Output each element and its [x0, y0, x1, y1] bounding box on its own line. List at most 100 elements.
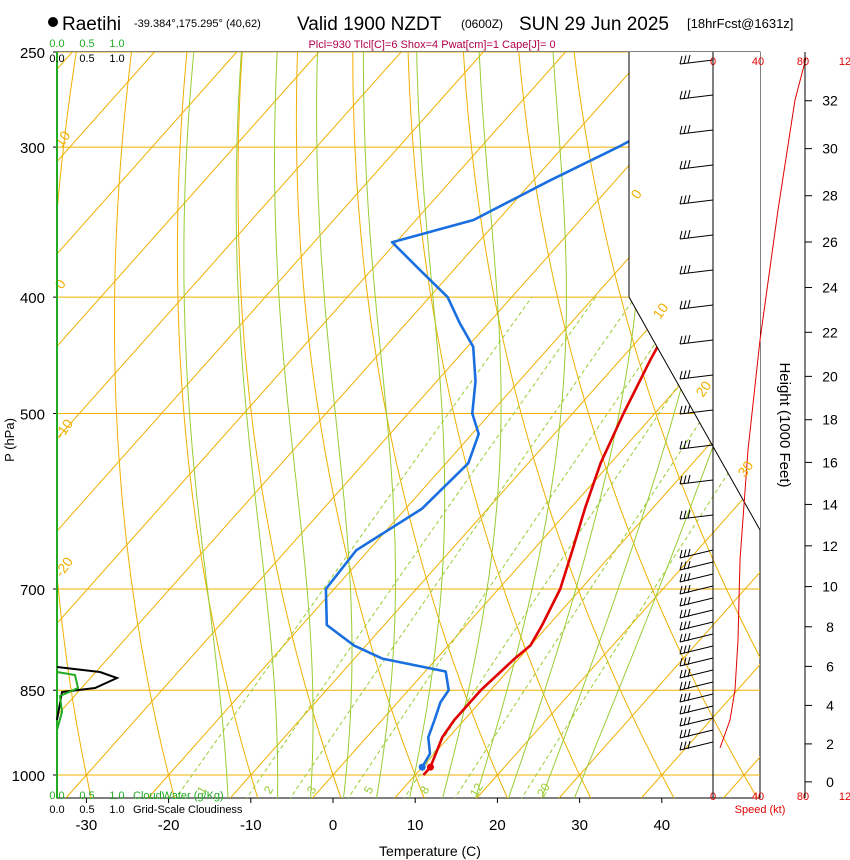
wind-barb-flag	[683, 335, 687, 344]
cloud-water-trace	[56, 671, 80, 731]
y-tick-label: 500	[20, 407, 45, 424]
y-tick-label: 700	[20, 582, 45, 599]
wind-barb-flag	[683, 693, 687, 702]
wind-barb-flag	[683, 609, 687, 618]
height-axis-title: Height (1000 Feet)	[776, 362, 793, 487]
dry-adiabat	[237, 52, 342, 798]
wind-barb-flag	[679, 90, 683, 100]
wind-barb-flag	[679, 669, 683, 679]
dry-adiabat	[573, 52, 760, 659]
wind-barb-flag	[679, 55, 683, 65]
wind-barb-shaft	[679, 585, 714, 595]
wind-barb-shaft	[679, 681, 714, 691]
wind-barb-flag	[679, 440, 683, 450]
dry-adiabat	[518, 52, 758, 798]
y-tick-label: 1000	[12, 768, 45, 785]
wind-barb-flag	[683, 510, 687, 519]
isotherm-line	[57, 52, 238, 255]
wind-barb-flag	[687, 644, 691, 654]
height-tick-label: 22	[822, 324, 838, 340]
wind-barb-shaft	[679, 741, 714, 751]
wind-barb-flag	[683, 585, 687, 594]
wind-barb-flag	[679, 405, 683, 415]
height-tick-label: 16	[822, 454, 838, 470]
wind-barb-flag	[683, 475, 687, 484]
dry-adiabat	[114, 52, 176, 798]
wind-barb-flag	[683, 681, 687, 690]
wind-barb-flag	[679, 510, 683, 520]
wind-barb-shaft	[679, 304, 714, 310]
wind-barb-flag	[679, 475, 683, 485]
speed-tick-label-top: 12	[839, 56, 850, 68]
cloudiness-tick-top: 0.5	[79, 53, 94, 65]
y-axis-title: P (hPa)	[2, 418, 17, 462]
wind-barb-flag	[683, 90, 687, 99]
valid-time: Valid 1900 NZDT	[297, 14, 442, 35]
wind-barb-flag	[687, 89, 691, 99]
wind-barb-flag	[683, 549, 687, 558]
wind-barb-shaft	[679, 669, 714, 679]
wind-barb-flag	[683, 55, 687, 64]
wind-barb-flag	[683, 717, 687, 726]
isotherm-line	[57, 52, 484, 532]
wind-barb-flag	[687, 740, 691, 750]
wind-barb-flag	[683, 125, 687, 134]
wind-barb-flag	[683, 370, 687, 379]
wind-barb-flag	[679, 645, 683, 655]
wind-barb-flag	[687, 229, 691, 239]
wind-speed-trace	[719, 57, 807, 749]
isotherm-label: -20	[51, 554, 76, 580]
skewt-traces	[324, 52, 760, 776]
height-tick-label: 8	[826, 619, 834, 635]
speed-axis-title: Speed (kt)	[735, 804, 786, 816]
speed-tick-label-bottom: 12	[839, 791, 850, 803]
location-dot-icon	[48, 17, 58, 27]
cloudiness-label: Grid-Scale Cloudiness	[133, 804, 243, 816]
height-tick-label: 30	[822, 141, 838, 157]
wind-barb-shaft	[679, 633, 714, 643]
wind-barb-flag	[687, 608, 691, 618]
wind-barb-shaft	[679, 693, 714, 703]
wind-barb-shaft	[679, 609, 714, 619]
cloud-water-tick-bottom: 0.5	[79, 790, 94, 802]
dry-adiabat	[462, 52, 675, 798]
speed-tick-label-bottom: 80	[797, 791, 809, 803]
height-tick-label: 24	[822, 280, 838, 296]
cloudiness-tick-top: 1.0	[109, 53, 124, 65]
dry-adiabat	[57, 52, 92, 798]
mixing-ratio-line	[403, 296, 739, 798]
wind-barb-flag	[687, 369, 691, 379]
wind-barb-flag	[679, 230, 683, 240]
wind-barb-flag	[679, 717, 683, 727]
x-tick-label: -10	[240, 817, 262, 834]
isotherm-label: -10	[51, 416, 76, 442]
wind-barb-flag	[687, 596, 691, 606]
wind-barb-flag	[683, 597, 687, 606]
wind-barb-shaft	[679, 549, 714, 559]
wind-barb-flag	[687, 159, 691, 169]
wind-barb-flag	[679, 160, 683, 170]
wind-barb-flag	[679, 370, 683, 380]
wind-barb-flag	[679, 597, 683, 607]
wind-barb-shaft	[679, 479, 714, 485]
x-tick-label: 10	[407, 817, 424, 834]
forecast-info: [18hrFcst@1631z]	[687, 16, 793, 31]
wind-barb-flag	[679, 585, 683, 595]
wind-barb-shaft	[679, 234, 714, 240]
wind-barb-flag	[683, 405, 687, 414]
wind-barb-flag	[683, 230, 687, 239]
height-tick-label: 12	[822, 538, 838, 554]
height-tick-label: 4	[826, 697, 834, 713]
wind-barb-flag	[683, 741, 687, 750]
wind-barb-flag	[679, 621, 683, 631]
isotherm-line	[640, 663, 760, 798]
height-tick-label: 0	[826, 774, 834, 790]
isotherm-line	[57, 52, 649, 717]
wind-barb-shaft	[679, 339, 714, 345]
wind-barb-flag	[683, 195, 687, 204]
dry-adiabat	[845, 31, 850, 801]
dry-adiabat	[176, 52, 259, 798]
wind-barb-flag	[687, 194, 691, 204]
header: Raetihi -39.384°,175.295° (40,62) Valid …	[48, 14, 793, 51]
wind-barb-flag	[687, 264, 691, 274]
